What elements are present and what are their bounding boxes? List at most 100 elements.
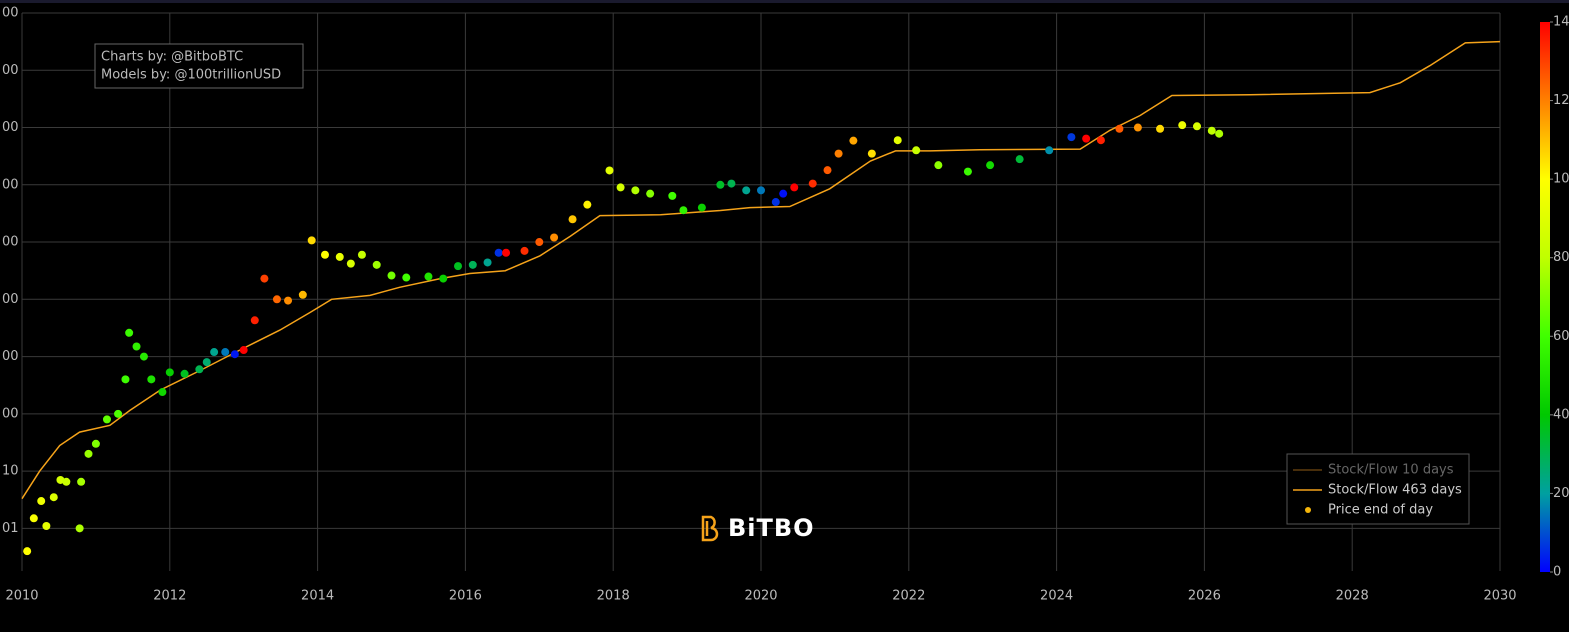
price-point <box>1156 124 1165 133</box>
price-point <box>221 348 230 357</box>
model-line <box>21 40 1501 500</box>
logo-icon <box>701 515 719 542</box>
price-point <box>121 375 130 384</box>
price-point <box>716 180 725 189</box>
price-point <box>808 179 817 188</box>
y-tick-label: 00 <box>2 349 19 364</box>
price-point <box>230 350 239 359</box>
price-point <box>346 259 355 268</box>
price-point <box>697 203 706 212</box>
price-point <box>668 191 677 200</box>
price-point <box>320 250 329 259</box>
x-tick-label: 2024 <box>1040 589 1073 604</box>
colorbar-tick-label: 10 <box>1553 172 1569 187</box>
price-point <box>742 186 751 195</box>
price-point <box>1215 129 1224 138</box>
price-point <box>357 250 366 259</box>
price-point <box>77 477 86 486</box>
price-point <box>823 166 832 175</box>
legend-entry[interactable]: Stock/Flow 10 days <box>1328 463 1454 478</box>
price-point <box>402 273 411 282</box>
price-point <box>934 161 943 170</box>
price-point <box>147 375 156 384</box>
legend-entry[interactable]: Stock/Flow 463 days <box>1328 483 1462 498</box>
price-point <box>912 146 921 155</box>
price-point <box>260 274 269 283</box>
price-point <box>502 248 511 257</box>
price-point <box>202 358 211 367</box>
price-point <box>250 316 259 325</box>
price-point <box>483 258 492 267</box>
y-tick-label: 00 <box>2 177 19 192</box>
price-point <box>139 352 148 361</box>
price-point <box>424 272 433 281</box>
price-point <box>550 233 559 242</box>
price-point <box>284 296 293 305</box>
price-point <box>1045 146 1054 155</box>
price-point <box>132 342 141 351</box>
x-tick-label: 2026 <box>1188 589 1221 604</box>
price-point <box>372 260 381 269</box>
x-tick-label: 2030 <box>1483 589 1516 604</box>
annotation-box <box>94 43 304 89</box>
y-tick-label: 10 <box>2 464 19 479</box>
price-point <box>1207 126 1216 135</box>
price-point <box>307 236 316 245</box>
price-point <box>42 521 51 530</box>
price-point <box>298 290 307 299</box>
price-point <box>535 238 544 247</box>
colorbar <box>1540 22 1550 572</box>
price-point <box>102 415 111 424</box>
y-tick-label: 00 <box>2 235 19 250</box>
price-point <box>195 365 204 374</box>
x-tick-label: 2010 <box>5 589 38 604</box>
price-point <box>1193 122 1202 131</box>
colorbar-tick-label: 40 <box>1553 407 1569 422</box>
price-point <box>790 183 799 192</box>
price-point <box>387 271 396 280</box>
price-point <box>158 388 167 397</box>
x-tick-label: 2014 <box>301 589 334 604</box>
price-point <box>272 295 281 304</box>
y-tick-label: 00 <box>2 6 19 21</box>
price-point <box>849 136 858 145</box>
price-point <box>679 206 688 215</box>
price-point <box>1178 121 1187 130</box>
y-tick-label: 00 <box>2 292 19 307</box>
colorbar-tick-label: 80 <box>1553 250 1569 265</box>
price-point <box>239 346 248 355</box>
price-point <box>771 198 780 207</box>
price-point <box>114 409 123 418</box>
logo: BiTBO <box>701 514 815 542</box>
price-point <box>335 252 344 261</box>
price-point <box>727 179 736 188</box>
price-point <box>439 274 448 283</box>
price-point <box>125 328 134 337</box>
price-point <box>963 167 972 176</box>
annotation: Models by: @100trillionUSD <box>101 68 281 83</box>
price-point <box>1015 155 1024 164</box>
price-point <box>1115 124 1124 133</box>
price-point <box>29 514 38 523</box>
price-point <box>1067 133 1076 142</box>
price-point <box>568 215 577 224</box>
price-point <box>165 368 174 377</box>
y-tick-label: 00 <box>2 406 19 421</box>
price-point <box>583 200 592 209</box>
price-point <box>631 186 640 195</box>
colorbar-tick-label: 60 <box>1553 329 1569 344</box>
price-point <box>62 477 71 486</box>
y-tick-label: 00 <box>2 63 19 78</box>
price-point <box>1133 123 1142 132</box>
top-border <box>0 0 1569 3</box>
price-point <box>893 136 902 145</box>
x-tick-label: 2016 <box>449 589 482 604</box>
y-tick-label: 00 <box>2 120 19 135</box>
price-point <box>210 348 219 357</box>
price-point <box>37 497 46 506</box>
colorbar-tick-label: 14 <box>1553 15 1569 30</box>
legend-entry[interactable]: Price end of day <box>1328 503 1433 518</box>
price-point <box>616 183 625 192</box>
logo-text: BiTBO <box>728 514 815 542</box>
